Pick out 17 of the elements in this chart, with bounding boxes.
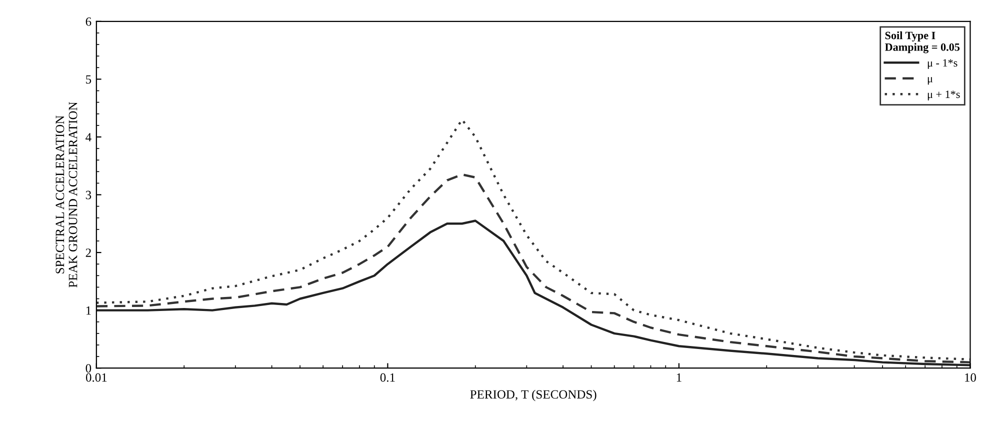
y-tick-label: 4	[86, 133, 92, 142]
y-tick-label: 2	[86, 248, 91, 257]
y-tick-label: 0	[86, 364, 92, 373]
y-axis-title: SPECTRAL ACCELERATION PEAK GROUND ACCELERATION	[56, 102, 78, 288]
x-tick-label: 0.01	[86, 373, 107, 382]
y-tick-label: 6	[86, 17, 92, 26]
legend-label: μ + 1*s	[928, 90, 960, 100]
y-tick-label: 1	[86, 306, 91, 315]
y-tick-label: 5	[86, 75, 92, 84]
x-tick-label: 10	[965, 373, 976, 382]
legend-title: Soil Type I Damping = 0.05	[884, 31, 960, 54]
legend-label: μ - 1*s	[928, 59, 958, 69]
x-axis-title: PERIOD, T (SECONDS)	[470, 390, 596, 402]
y-tick-label: 3	[86, 190, 92, 200]
x-tick-label: 0.1	[380, 373, 395, 382]
legend-label: μ	[928, 77, 933, 85]
x-tick-label: 1	[676, 373, 682, 382]
